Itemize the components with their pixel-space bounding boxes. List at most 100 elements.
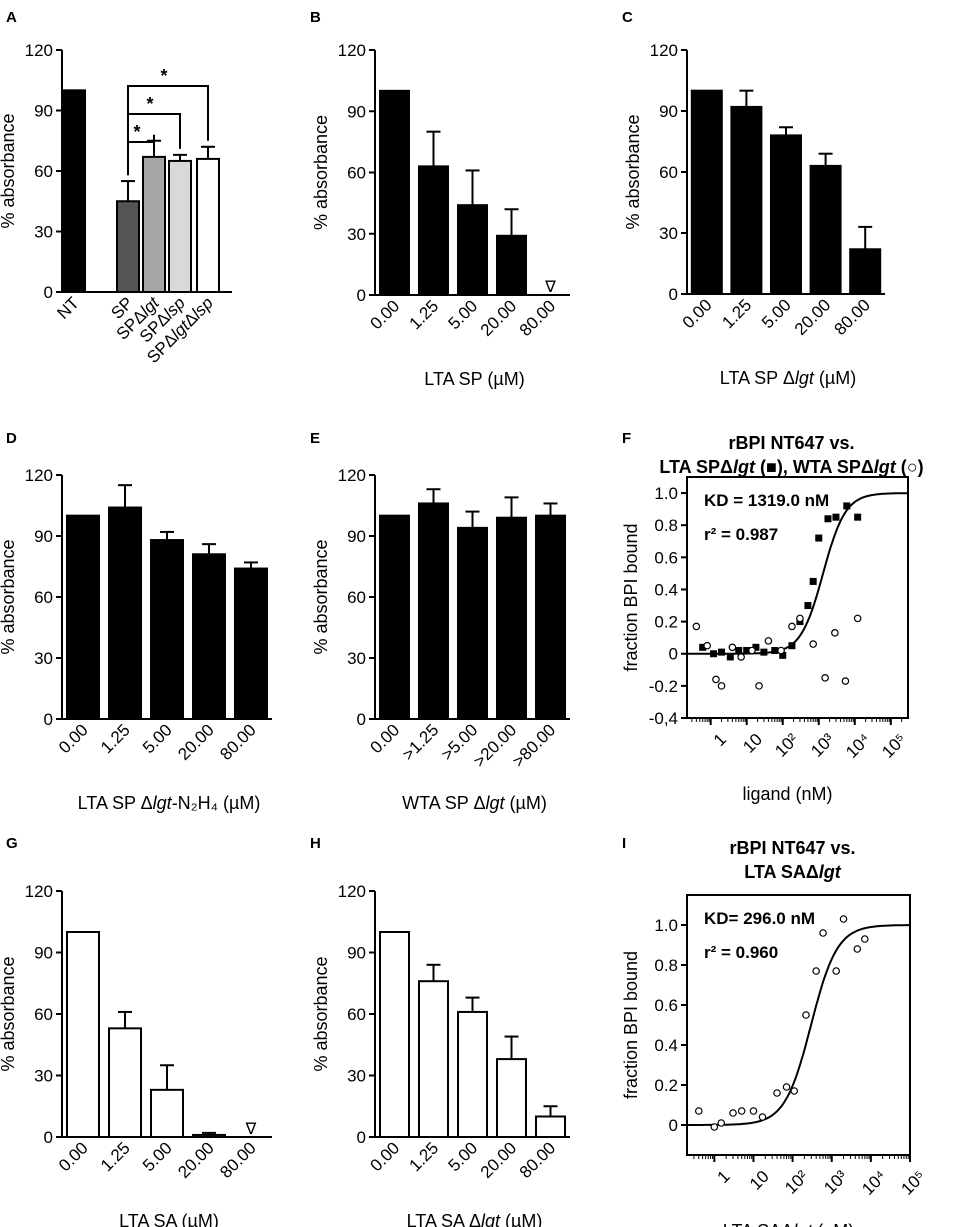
x-axis-label: ligand (nM)	[742, 784, 832, 804]
x-tick-label: 1.25	[97, 1138, 134, 1175]
data-point-circle	[831, 629, 839, 637]
data-point-circle	[821, 674, 829, 682]
data-point-square	[710, 650, 718, 658]
y-tick-label: 0	[357, 286, 366, 305]
x-tick-label: 10³	[807, 730, 838, 761]
bar	[770, 134, 802, 295]
y-tick-label: 0	[357, 710, 366, 729]
y-tick-label: 0.6	[654, 548, 678, 567]
x-tick-label: 1	[710, 730, 730, 750]
not-detected-marker: ∇	[544, 279, 556, 296]
data-point-circle	[777, 646, 785, 655]
bar	[379, 89, 410, 297]
plot-frame	[686, 476, 909, 719]
y-tick-label: 90	[347, 944, 366, 963]
significance-star: *	[160, 66, 167, 86]
x-tick-label: 20.00	[791, 295, 835, 339]
y-tick-label: 0.8	[654, 956, 678, 975]
panel-h: H 0 30 60 90 120 % absorbance 0.00 1.25 5.0020.00…	[310, 835, 570, 1227]
fit-annotation: KD= 296.0 nM	[704, 909, 815, 928]
x-tick-label: 5.00	[139, 720, 176, 757]
bar	[690, 89, 723, 295]
fit-annotation: r² = 0.960	[704, 943, 778, 962]
bar	[192, 1133, 226, 1138]
x-tick-label: 10⁵	[878, 730, 910, 762]
data-point-square	[699, 643, 707, 651]
data-point-circle	[809, 640, 817, 648]
panel-label: G	[6, 835, 18, 852]
data-point-circle	[812, 967, 820, 975]
bar	[535, 514, 566, 721]
data-point-square	[743, 647, 751, 655]
fit-annotation: KD = 1319.0 nM	[704, 491, 829, 510]
x-tick-label: 80.00	[516, 296, 560, 340]
y-tick-label: 1.0	[654, 916, 678, 935]
data-point-circle	[717, 1119, 726, 1127]
x-axis-label: LTA SP (µM)	[424, 369, 524, 389]
bar	[379, 514, 410, 721]
data-point-circle	[758, 1113, 767, 1121]
panel-label: C	[622, 9, 633, 26]
data-point-circle	[703, 641, 711, 650]
bar	[108, 506, 142, 720]
data-point-square	[726, 653, 734, 661]
x-tick-label: 10⁴	[842, 730, 874, 762]
data-point-circle	[839, 915, 848, 923]
y-tick-label: 90	[34, 944, 53, 963]
data-point-circle	[841, 677, 850, 685]
data-point-circle	[748, 646, 756, 655]
y-tick-label: 0.4	[654, 580, 678, 599]
x-tick-label: 5.00	[444, 296, 481, 333]
y-tick-label: 120	[338, 466, 366, 485]
x-tick-label: 10	[746, 1167, 773, 1194]
y-tick-label: 0.2	[654, 613, 678, 632]
x-tick-label: 10	[739, 730, 766, 757]
x-tick-label: >1.25	[398, 720, 442, 764]
x-tick-label: 5.00	[139, 1138, 176, 1175]
data-point-square	[760, 648, 768, 656]
y-tick-label: 120	[338, 41, 366, 60]
data-point-circle	[853, 614, 862, 623]
bar	[418, 165, 449, 296]
plot-frame	[686, 894, 911, 1156]
x-tick-label: 80.00	[516, 1138, 560, 1182]
bar	[116, 200, 140, 293]
y-tick-label: 1.0	[654, 484, 678, 503]
data-point-circle	[790, 1087, 799, 1095]
x-tick-label: 5.00	[444, 1138, 481, 1175]
data-point-circle	[861, 935, 869, 943]
x-axis-label: LTA SA (µM)	[119, 1211, 219, 1227]
data-point-square	[854, 513, 862, 521]
panel-c: C 0 30 60 90 120 % absorbance 0.00 1.25 5.0020.00…	[622, 9, 885, 388]
y-tick-label: 0	[44, 710, 53, 729]
x-axis-label: LTA SAΔlgt (nM)	[723, 1221, 854, 1227]
data-point-square	[832, 513, 840, 521]
bar	[142, 155, 166, 293]
x-tick-label: >20.00	[470, 720, 521, 771]
y-tick-label: 0.4	[654, 1036, 678, 1055]
x-tick-label: 20.00	[174, 1138, 218, 1182]
y-axis-label: % absorbance	[0, 539, 18, 654]
data-point-circle	[728, 643, 737, 652]
data-point-circle	[755, 682, 763, 690]
x-tick-label: 1	[714, 1167, 734, 1187]
y-tick-label: 120	[25, 41, 53, 60]
x-tick-label: 0.00	[366, 296, 403, 333]
data-point-circle	[853, 945, 862, 953]
y-tick-label: 90	[659, 102, 678, 121]
x-tick-label: 0.00	[55, 720, 92, 757]
data-point-circle	[737, 653, 745, 661]
bar	[418, 980, 449, 1139]
y-tick-label: 30	[34, 649, 53, 668]
data-point-square	[804, 602, 812, 610]
x-tick-label: 0.00	[55, 1138, 92, 1175]
x-tick-label: 1.25	[405, 296, 442, 333]
bar	[496, 516, 527, 721]
panel-b: B 0 30 60 90 120 % absorbance 0.00 1.25 5.0020.00…	[310, 9, 570, 389]
chart-title-line: rBPI NT647 vs.	[729, 838, 855, 858]
x-tick-label: 20.00	[477, 1138, 521, 1182]
data-point-circle	[710, 1123, 719, 1131]
